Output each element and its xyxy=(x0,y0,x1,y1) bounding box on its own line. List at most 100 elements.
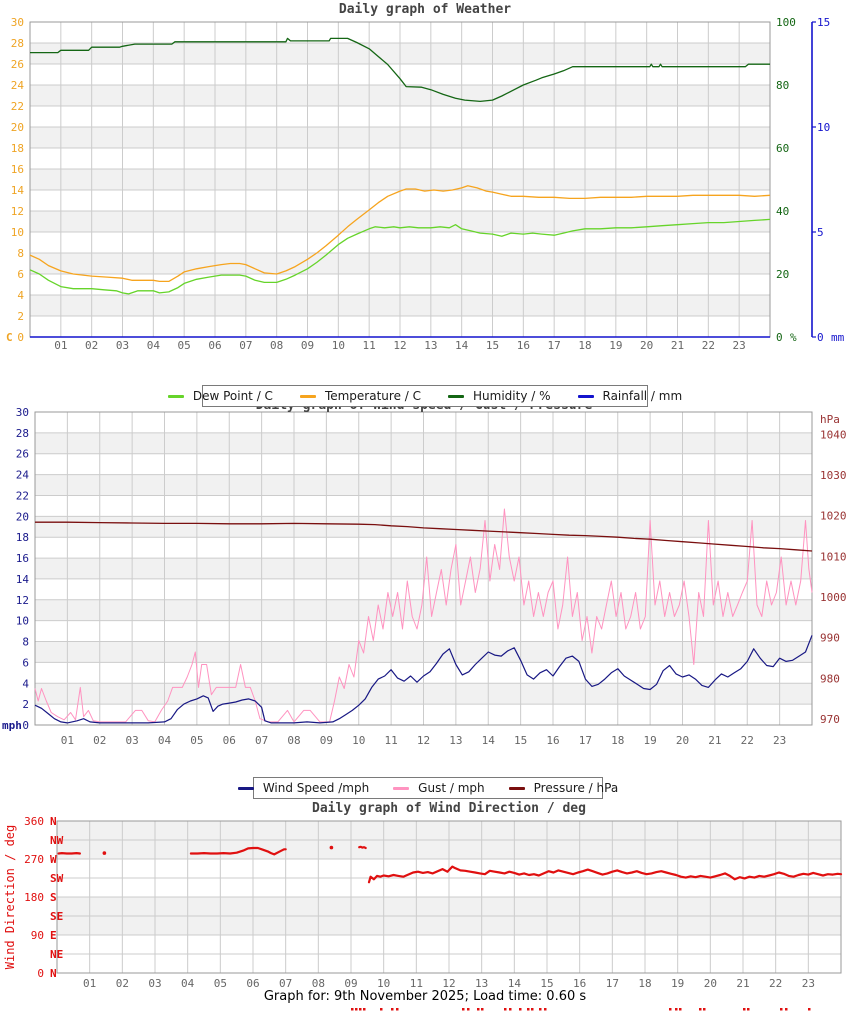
x-tick-label: 19 xyxy=(609,339,622,352)
axis-tick-label: 270 xyxy=(24,853,44,866)
x-tick-label: 13 xyxy=(424,339,437,352)
x-tick-label: 08 xyxy=(287,734,300,747)
legend-swatch-icon xyxy=(237,786,254,790)
axis-tick-label: 100 xyxy=(776,16,796,29)
graph-footer: Graph for: 9th November 2025; Load time:… xyxy=(263,989,587,1004)
compass-label: W xyxy=(50,853,57,866)
axis-unit-label: % xyxy=(790,331,797,344)
legend-swatch-icon xyxy=(393,786,410,790)
x-tick-label: 09 xyxy=(301,339,314,352)
x-tick-label: 14 xyxy=(508,977,522,990)
axis-tick-label: 24 xyxy=(16,469,30,482)
x-tick-label: 12 xyxy=(442,977,455,990)
compass-label: NE xyxy=(50,948,63,961)
series-run xyxy=(367,865,843,884)
cutoff-chart-dot xyxy=(380,1008,383,1011)
x-tick-label: 18 xyxy=(578,339,591,352)
x-tick-label: 22 xyxy=(702,339,715,352)
axis-unit-label: hPa xyxy=(820,413,840,426)
x-tick-label: 15 xyxy=(540,977,553,990)
axis-tick-label: 0 xyxy=(817,331,824,344)
cutoff-chart-dot xyxy=(675,1008,678,1011)
axis-tick-label: 26 xyxy=(16,448,29,461)
x-tick-label: 08 xyxy=(270,339,283,352)
cutoff-chart-dot xyxy=(509,1008,512,1011)
x-tick-label: 11 xyxy=(363,339,376,352)
x-tick-label: 04 xyxy=(158,734,172,747)
cutoff-chart-dot xyxy=(467,1008,470,1011)
cutoff-chart-dot xyxy=(808,1008,811,1011)
axis-tick-label: 180 xyxy=(24,891,44,904)
axis-tick-label: 2 xyxy=(22,698,29,711)
legend-item: Temperature / C xyxy=(299,389,422,403)
legend-label: Humidity / % xyxy=(473,389,551,403)
axis-tick-label: 6 xyxy=(22,656,29,669)
axis-tick-label: 14 xyxy=(11,184,25,197)
compass-label: N xyxy=(50,815,57,828)
cutoff-chart-dot xyxy=(355,1008,358,1011)
compass-label: SE xyxy=(50,910,63,923)
x-tick-label: 02 xyxy=(93,734,106,747)
series-run xyxy=(189,846,287,856)
x-tick-label: 17 xyxy=(579,734,592,747)
axis-tick-label: 18 xyxy=(11,142,24,155)
chart-title: Daily graph of Wind Direction / deg xyxy=(312,801,586,816)
x-tick-label: 10 xyxy=(332,339,345,352)
axis-tick-label: 2 xyxy=(17,310,24,323)
legend-item: Rainfall / mm xyxy=(577,389,682,403)
x-tick-label: 18 xyxy=(611,734,624,747)
axis-tick-label: 1040 xyxy=(820,428,847,441)
cutoff-chart-dot xyxy=(703,1008,706,1011)
x-tick-label: 21 xyxy=(708,734,721,747)
cutoff-chart-dot xyxy=(679,1008,682,1011)
cutoff-chart-dot xyxy=(743,1008,746,1011)
legend-swatch-icon xyxy=(299,394,316,398)
axis-tick-label: 28 xyxy=(11,37,24,50)
x-tick-label: 14 xyxy=(482,734,496,747)
cutoff-chart-dot xyxy=(396,1008,399,1011)
cutoff-chart-dot xyxy=(351,1008,354,1011)
cutoff-chart-dot xyxy=(504,1008,507,1011)
axis-tick-label: 26 xyxy=(11,58,24,71)
axis-tick-label: 80 xyxy=(776,79,789,92)
x-tick-label: 19 xyxy=(644,734,657,747)
axis-tick-label: 40 xyxy=(776,205,789,218)
x-tick-label: 03 xyxy=(116,339,129,352)
x-tick-label: 04 xyxy=(147,339,161,352)
x-tick-label: 07 xyxy=(239,339,252,352)
legend-label: Dew Point / C xyxy=(192,389,273,403)
axis-tick-label: 4 xyxy=(17,289,24,302)
x-tick-label: 20 xyxy=(676,734,689,747)
axis-tick-label: 1010 xyxy=(820,550,847,563)
series-dot xyxy=(102,851,107,855)
cutoff-chart-dot xyxy=(391,1008,394,1011)
x-tick-label: 02 xyxy=(85,339,98,352)
compass-label: SW xyxy=(50,872,64,885)
legend-swatch-icon xyxy=(577,394,594,398)
x-tick-label: 04 xyxy=(181,977,195,990)
x-tick-label: 21 xyxy=(671,339,684,352)
series-line xyxy=(29,218,771,295)
axis-tick-label: 22 xyxy=(11,100,24,113)
axis-tick-label: 20 xyxy=(16,510,29,523)
legend-label: Temperature / C xyxy=(324,389,422,403)
axis-tick-label: 1030 xyxy=(820,469,847,482)
axis-tick-label: 1000 xyxy=(820,591,847,604)
axis-tick-label: 16 xyxy=(11,163,24,176)
x-tick-label: 23 xyxy=(802,977,815,990)
x-tick-label: 10 xyxy=(377,977,390,990)
axis-tick-label: 360 xyxy=(24,815,44,828)
x-tick-label: 01 xyxy=(54,339,67,352)
plot-border xyxy=(56,820,842,974)
weather-legend: Dew Point / C Temperature / C Humidity / %… xyxy=(167,385,682,407)
legend-item: Pressure / hPa xyxy=(508,781,619,795)
x-tick-label: 16 xyxy=(573,977,586,990)
series-run xyxy=(358,845,367,850)
x-tick-label: 02 xyxy=(116,977,129,990)
axis-tick-label: 60 xyxy=(776,142,789,155)
x-tick-label: 01 xyxy=(61,734,74,747)
series-line xyxy=(29,185,771,283)
legend-label: Pressure / hPa xyxy=(533,781,619,795)
axis-tick-label: 30 xyxy=(11,16,24,29)
